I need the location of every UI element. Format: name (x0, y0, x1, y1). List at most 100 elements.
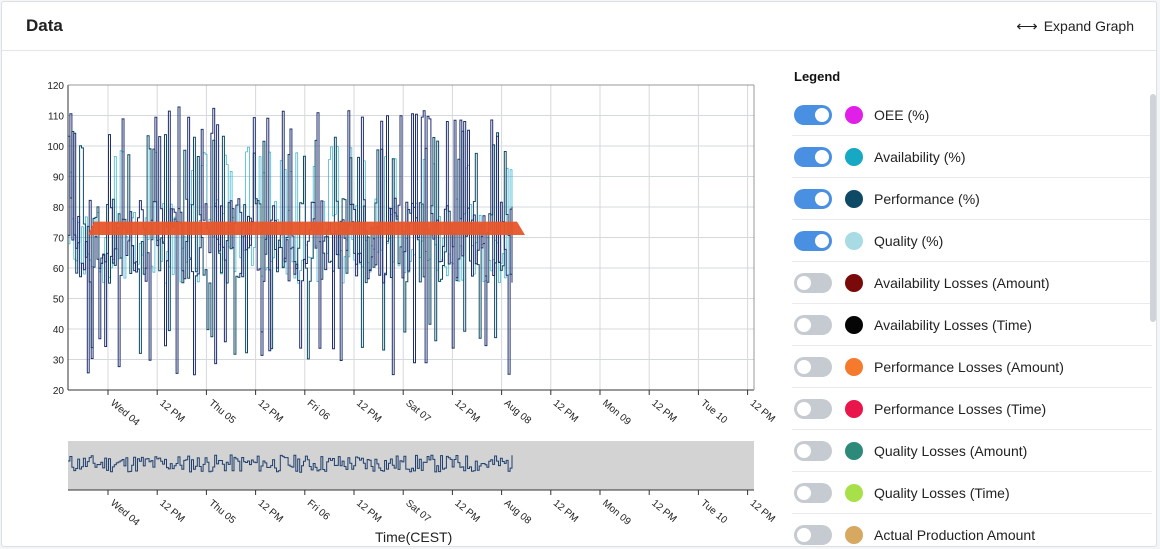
toggle-knob (815, 107, 829, 122)
navigator-tick-label: 12 PM (649, 498, 678, 525)
legend-swatch (845, 483, 863, 502)
x-tick-label: Mon 09 (600, 398, 633, 428)
legend-label: Performance Losses (Amount) (874, 358, 1064, 375)
legend-item: Quality Losses (Time) (792, 472, 1152, 514)
toggle-knob (797, 527, 811, 542)
navigator-series (68, 454, 513, 473)
left-right-arrow-icon: ⟷ (1016, 17, 1038, 35)
x-tick-label: 12 PM (256, 398, 285, 425)
y-tick-label: 100 (47, 142, 64, 153)
legend-item: Quality (%) (792, 220, 1152, 262)
legend-toggle[interactable] (794, 482, 832, 503)
x-tick-label: Thu 05 (206, 398, 237, 427)
legend-item: Availability Losses (Amount) (792, 262, 1152, 304)
toggle-knob (797, 401, 811, 416)
card-title: Data (26, 16, 63, 35)
legend-swatch (845, 399, 863, 418)
legend-swatch (845, 231, 863, 250)
legend-toggle[interactable] (794, 314, 832, 335)
x-axis-title: Time(CEST) (375, 529, 453, 545)
legend-swatch (845, 189, 863, 208)
legend-label: Availability (%) (874, 148, 966, 165)
toggle-knob (797, 317, 811, 332)
legend-item: Performance (%) (792, 178, 1152, 220)
expand-graph-label: Expand Graph (1043, 18, 1134, 34)
legend-label: Actual Production Amount (874, 526, 1036, 543)
x-tick-label: 12 PM (452, 398, 481, 425)
navigator-tick-label: Sat 07 (403, 498, 433, 525)
legend-item: Quality Losses (Amount) (792, 430, 1152, 472)
legend-label: Availability Losses (Time) (874, 316, 1032, 333)
legend-toggle[interactable] (794, 356, 832, 377)
chart[interactable]: 20 30 40 50 60 70 80 90 100 110 120 Wed 04 12 PM Thu … (2, 2, 782, 547)
y-tick-label: 110 (48, 112, 64, 123)
legend-toggle[interactable] (794, 146, 832, 167)
toggle-knob (815, 191, 829, 206)
y-tick-label: 40 (53, 325, 65, 336)
legend-item: Availability (%) (792, 136, 1152, 178)
x-tick-label: 12 PM (354, 398, 383, 425)
legend-swatch (845, 105, 863, 124)
legend-toggle[interactable] (794, 398, 832, 419)
navigator-area (68, 441, 754, 490)
navigator-tick-label: 12 PM (748, 498, 777, 525)
navigator-tick-label: 12 PM (354, 498, 383, 525)
legend-toggle[interactable] (794, 188, 832, 209)
legend-scrollbar[interactable] (1150, 94, 1156, 322)
legend-label: Quality (%) (874, 232, 944, 249)
y-tick-label: 60 (53, 264, 65, 275)
toggle-knob (815, 233, 829, 248)
navigator-tick-label: 12 PM (452, 498, 481, 525)
legend-label: Performance (%) (874, 190, 980, 207)
legend-toggle[interactable] (794, 104, 832, 125)
legend-swatch (845, 357, 863, 376)
expand-graph-button[interactable]: ⟷ Expand Graph (1016, 18, 1134, 34)
y-tick-label: 20 (53, 386, 65, 397)
x-tick-label: Tue 10 (698, 398, 729, 426)
toggle-knob (797, 275, 811, 290)
navigator-tick-label: 12 PM (256, 498, 285, 525)
x-tick-label: 12 PM (157, 398, 186, 425)
x-tick-label: Sat 07 (403, 398, 433, 425)
y-tick-label: 50 (53, 295, 65, 306)
navigator-tick-label: Fri 06 (305, 498, 332, 523)
legend-label: Availability Losses (Amount) (874, 274, 1050, 291)
toggle-knob (815, 149, 829, 164)
y-tick-label: 80 (53, 203, 65, 214)
navigator-tick-label: 12 PM (157, 498, 186, 525)
x-tick-label: Aug 08 (502, 398, 534, 427)
card-header: Data ⟷ Expand Graph (2, 2, 1156, 51)
toggle-knob (797, 485, 811, 500)
legend-toggle[interactable] (794, 272, 832, 293)
navigator-tick-label: 12 PM (551, 498, 580, 525)
legend-label: Quality Losses (Time) (874, 484, 1010, 501)
y-tick-label: 30 (53, 356, 65, 367)
legend-swatch (845, 315, 863, 334)
x-tick-label: Fri 06 (305, 398, 332, 423)
legend-swatch (845, 525, 863, 544)
x-tick-label: 12 PM (551, 398, 580, 425)
legend-title: Legend (794, 69, 841, 84)
legend-toggle[interactable] (794, 440, 832, 461)
navigator-tick-label: Thu 05 (206, 498, 237, 527)
legend-toggle[interactable] (794, 230, 832, 251)
legend-label: Performance Losses (Time) (874, 400, 1047, 417)
legend-item: Performance Losses (Amount) (792, 346, 1152, 388)
navigator-tick-label: Wed 04 (108, 498, 142, 529)
legend-label: Quality Losses (Amount) (874, 442, 1028, 459)
legend-item: Availability Losses (Time) (792, 304, 1152, 346)
legend-panel: Legend OEE (%) Availability (%) Performa… (792, 50, 1156, 546)
legend-toggle[interactable] (794, 524, 832, 545)
legend-swatch (845, 441, 863, 460)
series-band (88, 221, 525, 236)
toggle-knob (797, 359, 811, 374)
legend-item: Performance Losses (Time) (792, 388, 1152, 430)
y-tick-label: 70 (53, 234, 65, 245)
toggle-knob (797, 443, 811, 458)
y-tick-label: 90 (53, 173, 65, 184)
legend-swatch (845, 273, 863, 292)
x-tick-label: 12 PM (748, 398, 777, 425)
navigator-tick-label: Aug 08 (502, 498, 534, 527)
legend-item: OEE (%) (792, 94, 1152, 136)
